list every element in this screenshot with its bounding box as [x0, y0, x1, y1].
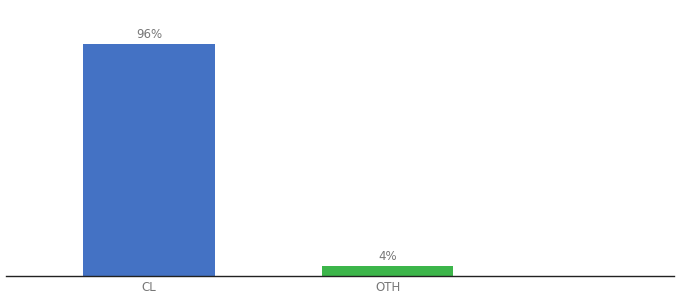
Bar	[322, 266, 454, 276]
Text: 96%: 96%	[136, 28, 162, 40]
Bar	[83, 44, 215, 276]
Text: 4%: 4%	[379, 250, 397, 262]
